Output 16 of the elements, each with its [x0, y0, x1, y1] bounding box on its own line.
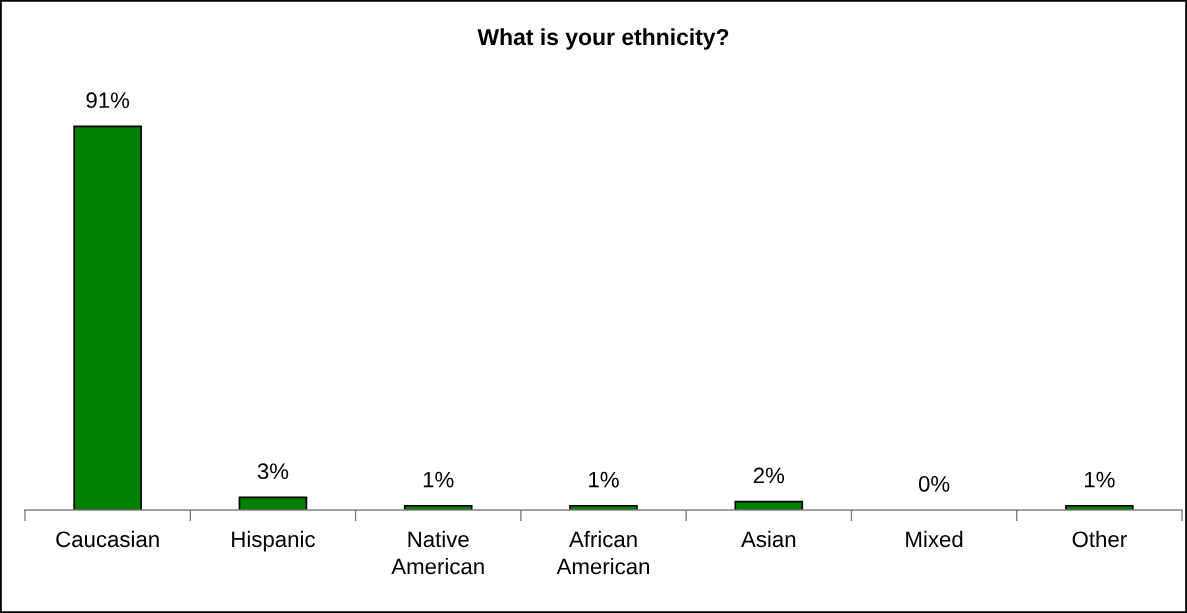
data-label: 1%: [589, 471, 619, 488]
x-tick-label: Asian: [741, 530, 796, 548]
data-label: 91%: [86, 92, 130, 109]
bar: [73, 125, 142, 510]
x-tick-label: Mixed: [906, 530, 963, 548]
data-label: 1%: [1084, 471, 1115, 488]
data-label: 3%: [257, 463, 289, 480]
data-label: 0%: [918, 475, 950, 492]
x-tick-label: Other: [1072, 530, 1127, 548]
chart-title: What is your ethnicity?: [477, 28, 729, 50]
x-tick-label: African American: [556, 530, 649, 575]
x-tick-label: Hispanic: [232, 530, 315, 552]
data-label: 1%: [423, 471, 454, 488]
data-label: 2%: [753, 467, 785, 484]
x-tick-label: Native American: [391, 530, 484, 575]
x-tick-label: Caucasian: [56, 530, 159, 548]
